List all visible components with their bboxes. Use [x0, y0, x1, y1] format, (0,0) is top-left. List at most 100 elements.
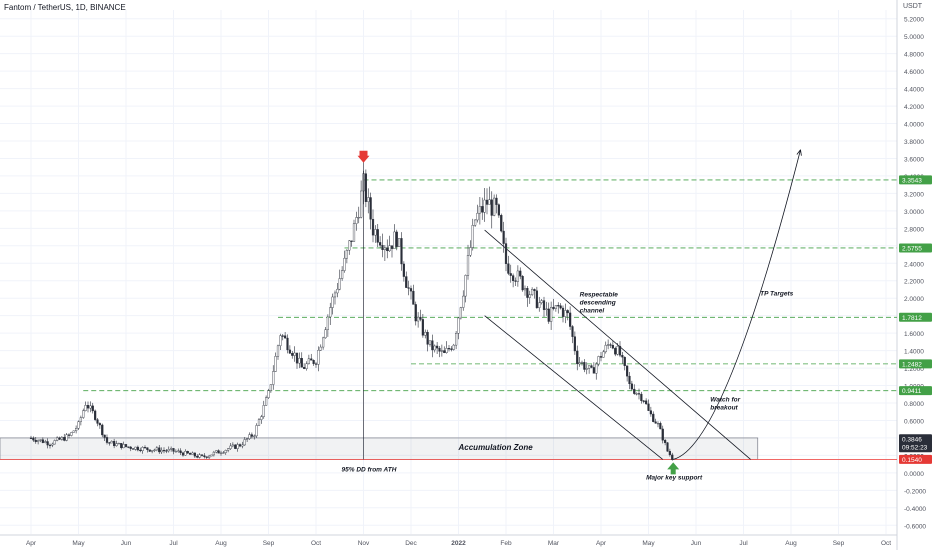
- candle-body: [666, 442, 669, 452]
- candle-body: [604, 344, 607, 353]
- x-tick-label: Apr: [26, 540, 37, 547]
- candle-body: [412, 290, 415, 305]
- candle-body: [630, 383, 633, 390]
- candle-body: [602, 351, 605, 358]
- x-tick-label: Nov: [358, 540, 370, 547]
- candle-body: [352, 223, 356, 242]
- candle-body: [445, 348, 448, 353]
- y-tick-label: 5.2000: [904, 17, 924, 24]
- candle-body: [70, 432, 73, 436]
- candle-body: [466, 255, 470, 276]
- candle-body: [257, 419, 261, 426]
- candle-body: [557, 305, 560, 307]
- candle-body: [324, 329, 327, 339]
- candle-body: [79, 417, 82, 422]
- candle-body: [151, 450, 154, 452]
- candle-body: [317, 350, 320, 365]
- candle-body: [222, 452, 225, 454]
- candle-body: [426, 331, 429, 345]
- candle-body: [421, 319, 424, 336]
- candle-body: [580, 362, 584, 364]
- level-price-label: 1.2482: [902, 361, 922, 368]
- level-price-label-bg: [899, 386, 932, 396]
- candle-body: [578, 362, 581, 365]
- candle-body: [540, 300, 543, 304]
- candle-body: [471, 225, 474, 248]
- candle-body: [583, 362, 586, 370]
- candle-body: [645, 400, 648, 405]
- candle-body: [564, 310, 567, 317]
- candle-body: [440, 350, 443, 352]
- candle-body: [75, 428, 78, 432]
- y-tick-label: 0.0000: [904, 471, 924, 478]
- tp-projection-curve: [673, 149, 801, 460]
- candle-body: [438, 347, 441, 352]
- candle-body: [319, 346, 322, 351]
- x-tick-label: Dec: [405, 540, 417, 547]
- candle-body: [241, 444, 244, 447]
- candle-body: [588, 365, 591, 369]
- candle-body: [208, 455, 211, 458]
- candle-body: [597, 356, 600, 365]
- candle-body: [272, 371, 275, 385]
- candle-body: [535, 290, 538, 309]
- candle-body: [637, 393, 641, 395]
- candle-body: [333, 292, 337, 298]
- candle-body: [495, 197, 498, 205]
- y-tick-label: 1.6000: [904, 331, 924, 338]
- candle-body: [621, 355, 624, 358]
- candle-body: [96, 419, 99, 424]
- candle-body: [196, 455, 199, 458]
- candle-body: [103, 434, 106, 438]
- candle-body: [215, 450, 218, 453]
- candle-body: [350, 240, 353, 242]
- candle-body: [91, 405, 94, 412]
- candle-body: [65, 434, 68, 441]
- x-tick-label: Jun: [121, 540, 132, 547]
- candle-body: [44, 441, 47, 443]
- candle-body: [478, 206, 481, 214]
- candle-body: [656, 423, 660, 425]
- candle-body: [504, 243, 508, 264]
- candle-body: [464, 275, 467, 297]
- candle-body: [184, 451, 187, 456]
- candle-body: [443, 350, 446, 353]
- candle-body: [379, 242, 382, 246]
- candle-body: [189, 453, 192, 455]
- candle-body: [388, 245, 391, 252]
- candle-body: [512, 275, 515, 281]
- candle-body: [56, 437, 59, 441]
- candle-body: [516, 270, 519, 282]
- candle-body: [649, 410, 652, 415]
- candle-body: [34, 439, 37, 442]
- candle-body: [566, 310, 569, 314]
- candle-body: [67, 434, 71, 436]
- level-price-label: 1.7812: [902, 315, 922, 322]
- candle-body: [217, 450, 220, 454]
- candle-body: [348, 240, 351, 251]
- level-price-label-bg: [899, 175, 932, 185]
- candle-body: [576, 350, 579, 365]
- candle-body: [523, 288, 527, 291]
- candle-body: [393, 231, 396, 249]
- candle-body: [500, 215, 503, 232]
- candle-body: [48, 444, 52, 447]
- candle-body: [419, 316, 422, 320]
- candle-body: [262, 405, 265, 417]
- x-tick-label: Apr: [596, 540, 607, 547]
- candle-body: [60, 437, 63, 440]
- candle-body: [424, 331, 427, 336]
- candle-body: [120, 443, 123, 449]
- candle-body: [531, 289, 534, 295]
- candle-body: [212, 451, 215, 456]
- candle-body: [177, 450, 180, 452]
- candle-body: [124, 444, 128, 447]
- y-tick-label: 5.0000: [904, 34, 924, 41]
- candle-body: [552, 306, 555, 309]
- candle-body: [234, 444, 237, 449]
- candle-body: [250, 434, 253, 437]
- y-tick-label: 2.8000: [904, 226, 924, 233]
- candle-body: [668, 451, 671, 456]
